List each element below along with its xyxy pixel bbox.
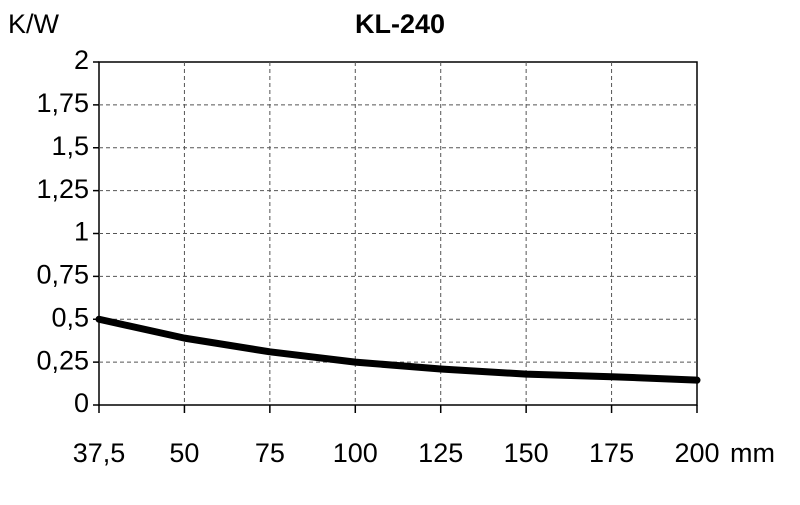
x-axis-label: mm (730, 438, 775, 468)
plot-frame (98, 61, 698, 406)
x-tick-label: 100 (333, 438, 378, 468)
y-tick-label: 0 (74, 388, 89, 418)
x-tick-label: 200 (674, 438, 719, 468)
y-tick-label: 1 (74, 217, 89, 247)
y-tick-label: 1,25 (36, 174, 89, 204)
y-axis-label: K/W (8, 9, 60, 39)
y-tick-label: 1,75 (36, 88, 89, 118)
y-tick-label: 1,5 (51, 131, 89, 161)
x-tick-label: 50 (169, 438, 199, 468)
chart-title: KL-240 (355, 9, 445, 39)
x-tick-label: 150 (504, 438, 549, 468)
x-tick-label: 125 (418, 438, 463, 468)
y-tick-label: 0,5 (51, 302, 89, 332)
x-tick-label: 175 (589, 438, 634, 468)
x-tick-label: 75 (255, 438, 285, 468)
y-tick-label: 2 (74, 45, 89, 75)
data-line (95, 315, 701, 384)
y-tick-label: 0,75 (36, 260, 89, 290)
y-tick-label: 0,25 (36, 345, 89, 375)
x-tick-label: 37,5 (73, 438, 126, 468)
